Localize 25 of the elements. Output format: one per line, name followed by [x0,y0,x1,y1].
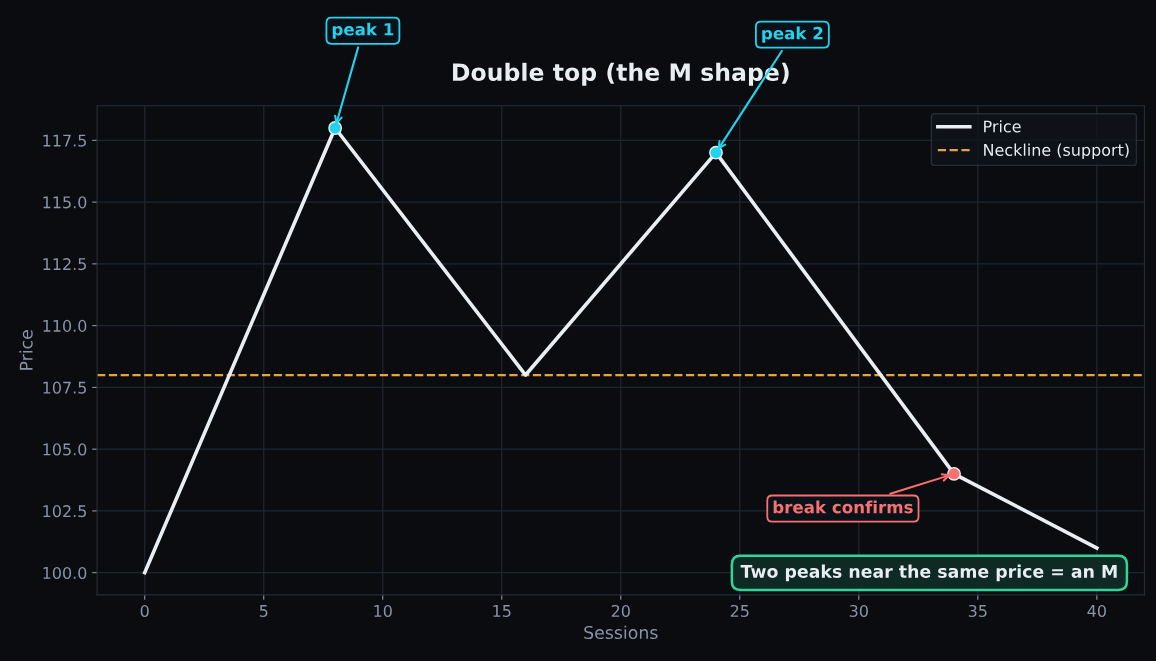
y-tick-label: 102.5 [43,505,86,518]
annotation: Two peaks near the same price = an M [740,564,1117,582]
y-tick-label: 107.5 [43,381,86,394]
x-tick-label: 15 [493,605,511,617]
legend-label: Neckline (support) [984,143,1129,160]
x-axis-title: Sessions [584,625,658,640]
y-tick-label: 100.0 [43,566,87,579]
annotation: peak 2 [762,26,823,43]
y-tick-label: 110.0 [43,319,87,332]
y-tick-label: 112.5 [43,258,86,271]
y-axis-title: Price [19,330,33,370]
x-tick-label: 35 [968,604,987,617]
x-tick-label: 10 [374,604,392,617]
annotation: break confirms [773,500,913,514]
y-tick-label: 117.5 [43,134,86,147]
y-tick-label: 105.0 [43,443,87,456]
x-tick-label: 30 [849,604,868,617]
x-tick-label: 40 [1087,604,1106,617]
annotation: peak 1 [332,22,394,39]
legend-label: Price [984,120,1021,133]
y-tick-label: 115.0 [43,196,87,209]
x-tick-label: 20 [611,604,630,617]
x-tick-label: 25 [730,604,749,617]
x-tick-label: 0 [140,604,149,617]
x-tick-label: 5 [259,605,268,617]
